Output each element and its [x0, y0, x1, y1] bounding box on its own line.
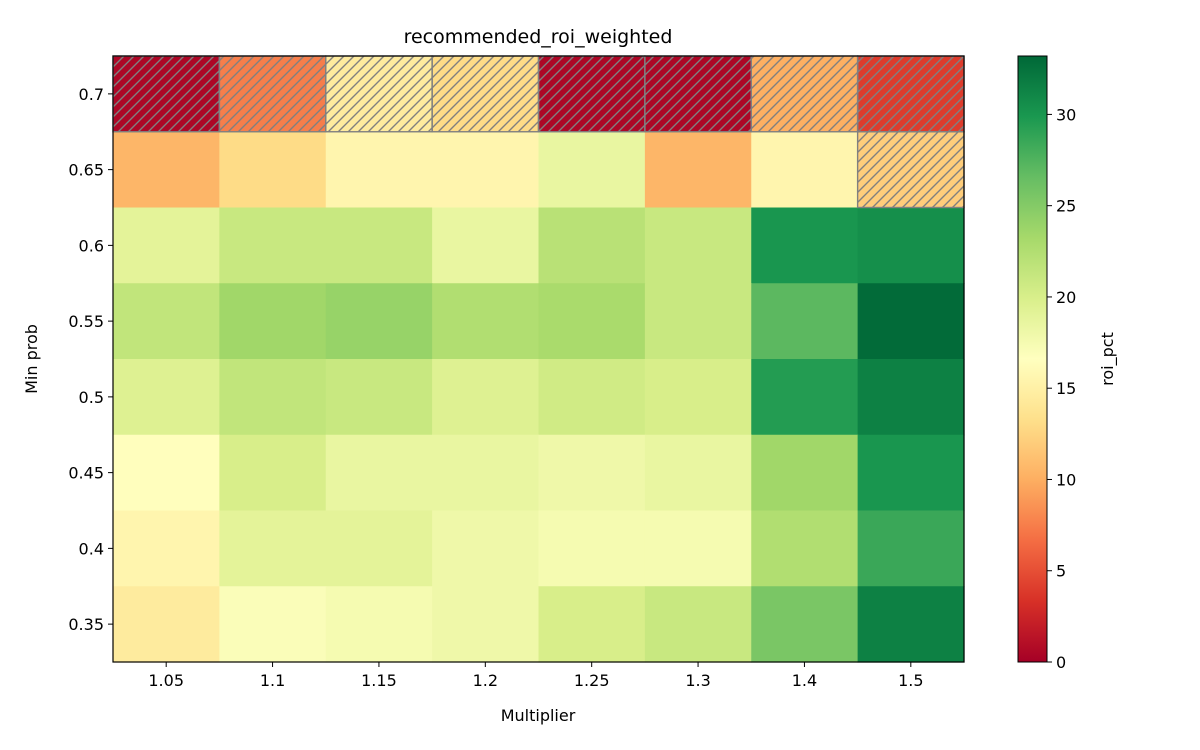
heatmap-cell [219, 207, 327, 284]
heatmap-cell [644, 586, 752, 663]
y-tick-label: 0.35 [68, 615, 104, 634]
heatmap-cell [538, 359, 646, 436]
colorbar-tick-label: 10 [1056, 470, 1076, 489]
hatched-cell [856, 131, 965, 209]
heatmap-cell [219, 131, 327, 209]
heatmap-cell [432, 586, 540, 663]
heatmap-cell [113, 131, 220, 209]
heatmap-cell [857, 434, 965, 512]
heatmap-cell [751, 359, 859, 436]
colorbar-tick-label: 0 [1056, 653, 1066, 672]
hatched-cell [856, 55, 965, 133]
x-tick-label: 1.2 [473, 671, 498, 690]
heatmap-cell [325, 283, 433, 360]
y-tick-label: 0.55 [68, 312, 104, 331]
heatmap-cell [857, 283, 965, 360]
chart-title: recommended_roi_weighted [404, 26, 673, 48]
heatmap-cell [219, 586, 327, 663]
heatmap-cell [751, 131, 859, 209]
heatmap-cell [219, 510, 327, 587]
plot-frame [112, 55, 965, 663]
heatmap-cell [325, 586, 433, 663]
y-tick-label: 0.4 [79, 539, 104, 558]
hatched-cell [537, 55, 646, 133]
colorbar-tick-label: 25 [1056, 197, 1076, 216]
heatmap-cell [751, 586, 859, 663]
heatmap-cell [538, 207, 646, 284]
colorbar-tick-label: 20 [1056, 288, 1076, 307]
heatmap-cell [644, 207, 752, 284]
hatched-cell [325, 55, 433, 133]
heatmap-cell [644, 510, 752, 587]
x-tick-label: 1.1 [260, 671, 285, 690]
heatmap-cell [432, 283, 540, 360]
heatmap-cell [538, 131, 646, 209]
colorbar-tick-label: 30 [1056, 105, 1076, 124]
heatmap-cell [432, 434, 540, 512]
heatmap-cell [432, 131, 540, 209]
heatmap-cell [432, 359, 540, 436]
heatmap-cell [432, 207, 540, 284]
heatmap-cell [644, 283, 752, 360]
heatmap-cell [538, 283, 646, 360]
heatmap-cell [644, 131, 752, 209]
heatmap-cell [113, 359, 220, 436]
x-tick-label: 1.3 [685, 671, 710, 690]
hatched-cell [431, 55, 540, 133]
y-axis-ticks: 0.7 0.65 0.6 0.55 0.5 0.45 0.4 0.35 [68, 85, 113, 634]
heatmap-cell [113, 434, 220, 512]
heatmap-cell [538, 434, 646, 512]
heatmap-cell [113, 207, 220, 284]
x-tick-label: 1.25 [574, 671, 610, 690]
heatmap-cell [644, 434, 752, 512]
heatmap-cell [219, 283, 327, 360]
y-tick-label: 0.45 [68, 464, 104, 483]
x-tick-label: 1.4 [792, 671, 817, 690]
heatmap-cell [325, 510, 433, 587]
x-tick-label: 1.5 [898, 671, 923, 690]
colorbar-label: roi_pct [1098, 332, 1118, 386]
x-tick-label: 1.05 [148, 671, 184, 690]
heatmap-cell [113, 283, 220, 360]
y-tick-label: 0.5 [79, 388, 104, 407]
heatmap-cell [751, 434, 859, 512]
heatmap-cells [113, 56, 965, 663]
heatmap-cell [219, 434, 327, 512]
y-tick-label: 0.6 [79, 236, 104, 255]
hatched-cell [644, 55, 752, 133]
heatmap-cell [325, 434, 433, 512]
heatmap-cell [325, 131, 433, 209]
heatmap-cell [113, 510, 220, 587]
x-axis-ticks: 1.05 1.1 1.15 1.2 1.25 1.3 1.4 1.5 [148, 662, 924, 690]
heatmap-cell [857, 207, 965, 284]
hatched-cell [112, 55, 221, 133]
colorbar-tick-label: 15 [1056, 379, 1076, 398]
colorbar [1017, 55, 1048, 663]
heatmap-cell [538, 510, 646, 587]
y-tick-label: 0.65 [68, 161, 104, 180]
x-axis-title: Multiplier [501, 706, 576, 725]
x-tick-label: 1.15 [361, 671, 397, 690]
y-tick-label: 0.7 [79, 85, 104, 104]
colorbar-tick-label: 5 [1056, 562, 1066, 581]
heatmap-cell [325, 207, 433, 284]
heatmap-cell [219, 359, 327, 436]
heatmap-cell [644, 359, 752, 436]
heatmap-cell [857, 510, 965, 587]
heatmap-cell [538, 586, 646, 663]
hatched-cells [112, 55, 965, 209]
heatmap-cell [113, 586, 220, 663]
colorbar-ticks: 0 5 10 15 20 25 30 [1047, 105, 1076, 672]
heatmap-cell [857, 359, 965, 436]
hatched-cell [750, 55, 859, 133]
heatmap-cell [751, 283, 859, 360]
heatmap-cell [751, 510, 859, 587]
heatmap-cell [751, 207, 859, 284]
hatched-cell [218, 55, 327, 133]
heatmap-cell [857, 586, 965, 663]
heatmap-cell [432, 510, 540, 587]
heatmap-cell [325, 359, 433, 436]
y-axis-title: Min prob [22, 324, 41, 394]
